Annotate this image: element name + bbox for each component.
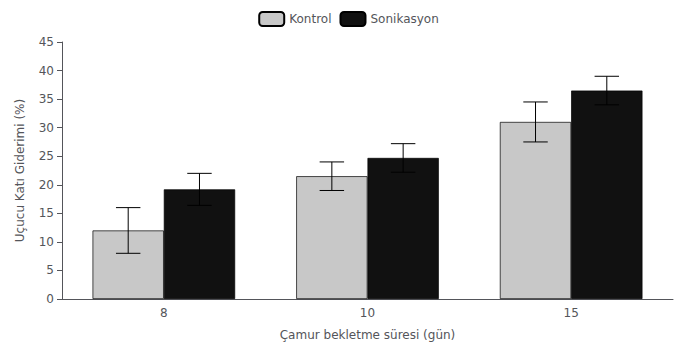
svg-text:Uçucu Katı Giderimi (%): Uçucu Katı Giderimi (%) [13, 99, 27, 242]
svg-text:15: 15 [564, 306, 579, 320]
svg-text:8: 8 [160, 306, 168, 320]
svg-text:20: 20 [39, 178, 54, 192]
svg-text:15: 15 [39, 206, 54, 220]
svg-text:35: 35 [39, 92, 54, 106]
svg-text:Kontrol: Kontrol [289, 12, 331, 26]
svg-text:10: 10 [360, 306, 375, 320]
svg-text:Çamur bekletme süresi (gün): Çamur bekletme süresi (gün) [280, 328, 456, 342]
svg-text:0: 0 [46, 292, 54, 306]
svg-text:30: 30 [39, 121, 54, 135]
svg-text:5: 5 [46, 263, 54, 277]
svg-text:Sonikasyon: Sonikasyon [370, 12, 438, 26]
svg-text:45: 45 [39, 35, 54, 49]
svg-text:10: 10 [39, 235, 54, 249]
svg-text:40: 40 [39, 64, 54, 78]
svg-text:25: 25 [39, 149, 54, 163]
